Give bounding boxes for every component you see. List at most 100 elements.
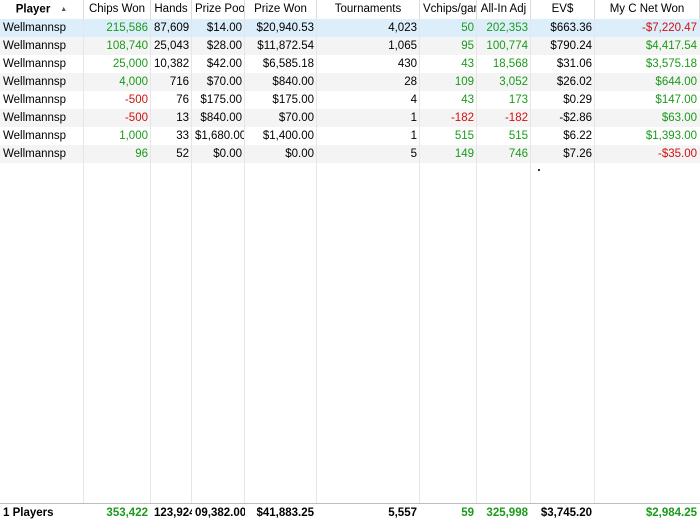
- cell-prize-won: $840.00: [272, 76, 314, 88]
- table-row[interactable]: Wellmannsp -500 76 $175.00 $175.00 4 43 173 $0.2…: [0, 91, 700, 109]
- cell-ev: $0.29: [563, 94, 592, 106]
- cell-prize-pool: $0.00: [213, 148, 242, 160]
- table-row[interactable]: Wellmannsp 4,000 716 $70.00 $840.00 28 109 3,05…: [0, 73, 700, 91]
- table-row[interactable]: Wellmannsp 1,000 33 $1,680.00 $1,400.00 1 515 5…: [0, 127, 700, 145]
- cell-tournaments: 4: [410, 94, 417, 106]
- cell-vchips: 515: [454, 130, 474, 142]
- cell-ev: $663.36: [550, 22, 592, 34]
- cell-player: Wellmannsp: [3, 148, 67, 160]
- cell-player: Wellmannsp: [3, 58, 67, 70]
- cell-ev: $26.02: [556, 76, 592, 88]
- totals-prize-won: $41,883.25: [256, 507, 314, 519]
- column-header-net-won[interactable]: My C Net Won: [595, 0, 700, 19]
- cell-tournaments: 1: [410, 130, 417, 142]
- cell-all-in-adj: 515: [508, 130, 528, 142]
- cell-net-won: $147.00: [655, 94, 697, 106]
- totals-tournaments: 5,557: [388, 507, 417, 519]
- cell-all-in-adj: -182: [504, 112, 528, 124]
- column-divider: [530, 19, 531, 503]
- totals-vchips: 59: [461, 507, 474, 519]
- column-divider: [244, 19, 245, 503]
- cell-vchips: 43: [461, 94, 474, 106]
- column-header-vchips-per-game[interactable]: Vchips/gam: [420, 0, 477, 19]
- totals-chips-won: 353,422: [106, 507, 148, 519]
- cell-ev: $31.06: [556, 58, 592, 70]
- cell-prize-won: $6,585.18: [262, 58, 314, 70]
- cell-net-won: -$35.00: [657, 148, 697, 160]
- totals-prize-pool: 09,382.00: [195, 507, 245, 519]
- cell-vchips: -182: [450, 112, 474, 124]
- column-header-hands[interactable]: Hands: [151, 0, 192, 19]
- column-header-label: Player: [15, 3, 51, 16]
- cell-ev: $6.22: [563, 130, 592, 142]
- totals-row: 1 Players 353,422 123,924 09,382.00 $41,…: [0, 503, 700, 523]
- table-row[interactable]: Wellmannsp 215,586 87,609 $14.00 $20,940.53 4…: [0, 19, 700, 37]
- totals-net-won: $2,984.25: [645, 507, 697, 519]
- cell-player: Wellmannsp: [3, 76, 67, 88]
- cell-hands: 87,609: [154, 22, 190, 34]
- cell-player: Wellmannsp: [3, 130, 67, 142]
- cell-net-won: $3,575.18: [645, 58, 697, 70]
- cell-prize-pool: $42.00: [206, 58, 242, 70]
- cell-vchips: 149: [454, 148, 474, 160]
- cell-vchips: 109: [454, 76, 474, 88]
- cell-all-in-adj: 18,568: [492, 58, 528, 70]
- cell-chips-won: 1,000: [119, 130, 148, 142]
- cell-prize-pool: $840.00: [200, 112, 242, 124]
- cell-vchips: 50: [461, 22, 474, 34]
- cell-all-in-adj: 173: [508, 94, 528, 106]
- column-header-tournaments[interactable]: Tournaments: [317, 0, 420, 19]
- column-header-ev[interactable]: EV$: [531, 0, 595, 19]
- cell-hands: 52: [176, 148, 189, 160]
- cell-hands: 10,382: [154, 58, 190, 70]
- sort-ascending-icon: ▲: [60, 6, 68, 13]
- cell-prize-won: $1,400.00: [262, 130, 314, 142]
- cell-chips-won: 215,586: [106, 22, 148, 34]
- cell-chips-won: 4,000: [119, 76, 148, 88]
- cell-tournaments: 1,065: [388, 40, 417, 52]
- cell-prize-pool: $1,680.00: [195, 130, 245, 142]
- column-divider: [83, 19, 84, 503]
- cell-all-in-adj: 100,774: [486, 40, 528, 52]
- cell-net-won: $4,417.54: [645, 40, 697, 52]
- cell-tournaments: 430: [397, 58, 417, 70]
- cell-ev: $7.26: [563, 148, 592, 160]
- cell-prize-pool: $175.00: [200, 94, 242, 106]
- cell-prize-won: $175.00: [272, 94, 314, 106]
- cell-player: Wellmannsp: [3, 22, 67, 34]
- column-header-chips-won[interactable]: Chips Won: [84, 0, 151, 19]
- totals-players: 1 Players: [3, 507, 54, 519]
- column-header-row: Player ▲ Chips Won Hands Prize Pool Prize…: [0, 0, 700, 20]
- cell-hands: 76: [176, 94, 189, 106]
- column-header-prize-pool[interactable]: Prize Pool: [192, 0, 245, 19]
- table-row[interactable]: Wellmannsp 108,740 25,043 $28.00 $11,872.54 1…: [0, 37, 700, 55]
- cell-vchips: 43: [461, 58, 474, 70]
- totals-ev: $3,745.20: [540, 507, 592, 519]
- table-row[interactable]: Wellmannsp 96 52 $0.00 $0.00 5 149 746 $7.26 -$35…: [0, 145, 700, 163]
- cell-prize-won: $20,940.53: [256, 22, 314, 34]
- column-header-prize-won[interactable]: Prize Won: [245, 0, 317, 19]
- cell-net-won: $644.00: [655, 76, 697, 88]
- cell-prize-won: $70.00: [278, 112, 314, 124]
- column-header-player[interactable]: Player ▲: [0, 0, 84, 19]
- cell-tournaments: 1: [410, 112, 417, 124]
- column-header-all-in-adj[interactable]: All-In Adj: [477, 0, 531, 19]
- cell-all-in-adj: 3,052: [499, 76, 528, 88]
- totals-hands: 123,924: [154, 507, 192, 519]
- cell-all-in-adj: 746: [508, 148, 528, 160]
- cell-prize-pool: $14.00: [206, 22, 242, 34]
- cell-hands: 25,043: [154, 40, 190, 52]
- cell-player: Wellmannsp: [3, 94, 67, 106]
- table-row[interactable]: Wellmannsp 25,000 10,382 $42.00 $6,585.18 430…: [0, 55, 700, 73]
- cell-tournaments: 5: [410, 148, 417, 160]
- cell-ev: -$2.86: [559, 112, 592, 124]
- cell-chips-won: -500: [124, 112, 148, 124]
- cell-hands: 13: [176, 112, 189, 124]
- cell-ev: $790.24: [550, 40, 592, 52]
- cell-chips-won: 96: [135, 148, 148, 160]
- cell-prize-pool: $28.00: [206, 40, 242, 52]
- table-row[interactable]: Wellmannsp -500 13 $840.00 $70.00 1 -182 -182 -$…: [0, 109, 700, 127]
- cell-vchips: 95: [461, 40, 474, 52]
- cell-chips-won: 108,740: [106, 40, 148, 52]
